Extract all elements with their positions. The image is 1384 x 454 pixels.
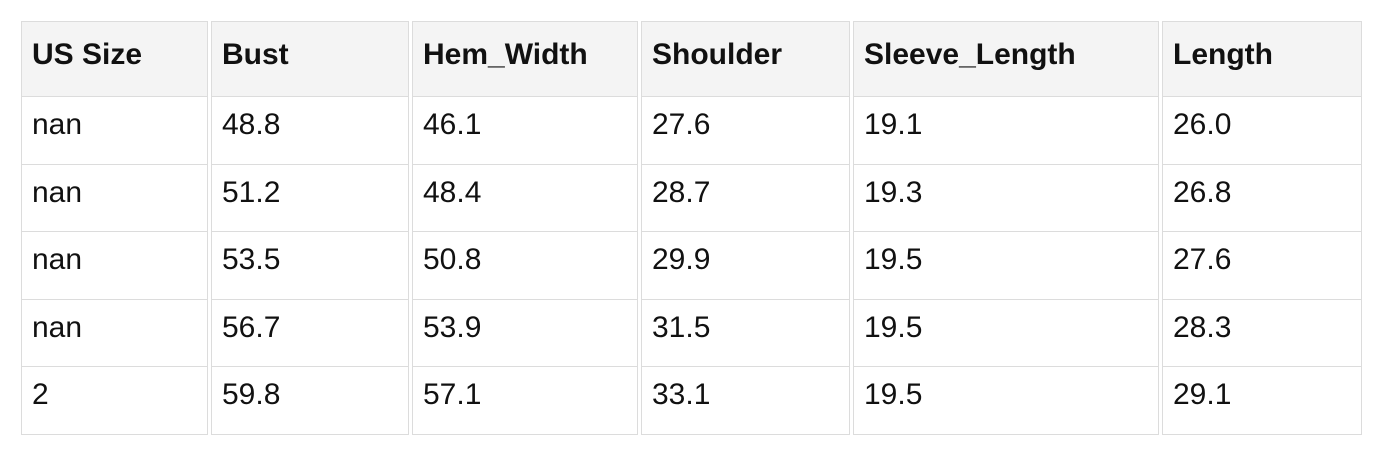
header-row: US Size Bust Hem_Width Shoulder Sleeve_L… xyxy=(21,21,1362,97)
table-cell: 19.5 xyxy=(853,232,1159,300)
table-cell: 31.5 xyxy=(641,299,850,368)
table-cell: 48.8 xyxy=(211,97,409,165)
table-cell: nan xyxy=(21,164,208,233)
table-row: nan 51.2 48.4 28.7 19.3 26.8 xyxy=(21,164,1362,233)
table-cell: nan xyxy=(21,232,208,300)
table-cell: 33.1 xyxy=(641,367,850,435)
table-cell: 27.6 xyxy=(641,97,850,165)
table-cell: nan xyxy=(21,97,208,165)
table-row: nan 53.5 50.8 29.9 19.5 27.6 xyxy=(21,232,1362,300)
table-cell: 51.2 xyxy=(211,164,409,233)
table-cell: 53.9 xyxy=(412,299,638,368)
column-header-hem-width: Hem_Width xyxy=(412,21,638,97)
column-header-shoulder: Shoulder xyxy=(641,21,850,97)
table-cell: 59.8 xyxy=(211,367,409,435)
table-cell: 27.6 xyxy=(1162,232,1362,300)
size-chart-table: US Size Bust Hem_Width Shoulder Sleeve_L… xyxy=(18,21,1365,435)
table-row: 2 59.8 57.1 33.1 19.5 29.1 xyxy=(21,367,1362,435)
table-cell: 28.7 xyxy=(641,164,850,233)
table-cell: 19.5 xyxy=(853,367,1159,435)
table-cell: 19.1 xyxy=(853,97,1159,165)
column-header-length: Length xyxy=(1162,21,1362,97)
column-header-us-size: US Size xyxy=(21,21,208,97)
table-cell: 29.1 xyxy=(1162,367,1362,435)
table-cell: 56.7 xyxy=(211,299,409,368)
table-row: nan 56.7 53.9 31.5 19.5 28.3 xyxy=(21,299,1362,368)
table-cell: 2 xyxy=(21,367,208,435)
table-cell: 28.3 xyxy=(1162,299,1362,368)
column-header-sleeve-length: Sleeve_Length xyxy=(853,21,1159,97)
table-cell: 53.5 xyxy=(211,232,409,300)
table-cell: 26.0 xyxy=(1162,97,1362,165)
table-cell: 57.1 xyxy=(412,367,638,435)
table-cell: 48.4 xyxy=(412,164,638,233)
table-cell: 19.5 xyxy=(853,299,1159,368)
table-cell: 50.8 xyxy=(412,232,638,300)
table-cell: 26.8 xyxy=(1162,164,1362,233)
table-cell: 29.9 xyxy=(641,232,850,300)
table-cell: 46.1 xyxy=(412,97,638,165)
table-row: nan 48.8 46.1 27.6 19.1 26.0 xyxy=(21,97,1362,165)
table-cell: 19.3 xyxy=(853,164,1159,233)
column-header-bust: Bust xyxy=(211,21,409,97)
table-cell: nan xyxy=(21,299,208,368)
